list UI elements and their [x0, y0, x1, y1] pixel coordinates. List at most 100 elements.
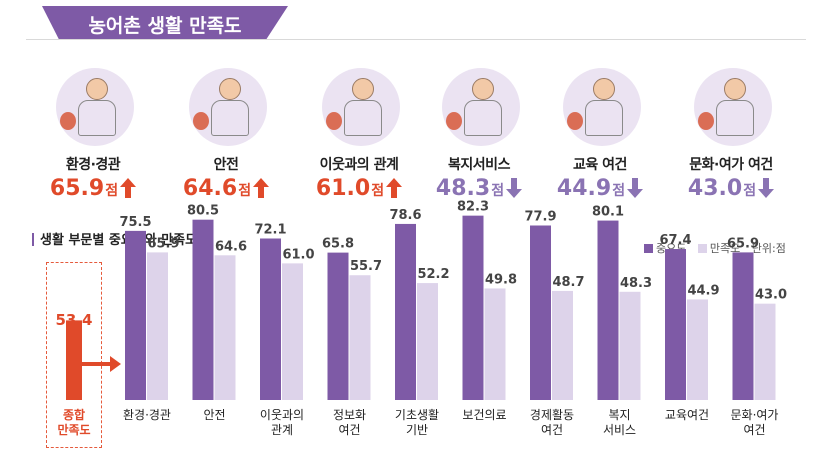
data-label-importance: 67.4 [659, 233, 691, 248]
illustration-figure-body [78, 100, 116, 136]
overall-arrow-icon [110, 356, 121, 372]
data-label-importance: 65.9 [727, 236, 759, 251]
category-label-line: 문화·여가 [730, 408, 779, 422]
data-label-importance: 77.9 [524, 210, 556, 225]
category-label-line: 관계 [270, 423, 294, 437]
parent-child-illustration [555, 64, 645, 154]
data-label-satisfaction: 64.6 [215, 239, 247, 254]
category-label-line: 교육여건 [664, 408, 710, 422]
bar-importance [597, 220, 619, 400]
category-label: 복지 서비스 [588, 408, 652, 438]
card-score: 61.0점 [299, 176, 419, 201]
category-label-line: 기반 [405, 423, 429, 437]
category-label-line: 안전 [203, 408, 226, 422]
arrow-down-icon [758, 178, 775, 198]
card-label: 복지서비스 [448, 157, 510, 173]
overall-label: 종합 만족도 [46, 408, 102, 438]
highlight-card: 복지서비스 48.3점 [419, 64, 539, 201]
arrow-up-icon [386, 178, 403, 198]
card-score-unit: 점 [105, 183, 119, 199]
illustration-figure-head [86, 78, 108, 100]
illustration-figure-body [211, 100, 249, 136]
bar-satisfaction [754, 303, 776, 400]
bar-satisfaction [484, 288, 506, 400]
card-label: 환경·경관 [65, 157, 121, 173]
overall-box [46, 262, 102, 448]
card-score-unit: 점 [743, 183, 757, 199]
illustration-prop [698, 112, 714, 130]
illustration-prop [193, 112, 209, 130]
illustration-figure-body [585, 100, 623, 136]
arrow-up-icon [253, 178, 270, 198]
category-label-line: 이웃과의 [259, 408, 305, 422]
illustration-prop [567, 112, 583, 130]
illustration-prop [446, 112, 462, 130]
data-label-importance: 80.5 [187, 204, 219, 219]
bar-importance [260, 238, 281, 400]
title-divider [26, 39, 806, 40]
data-label-satisfaction: 55.7 [350, 259, 382, 274]
card-label: 안전 [213, 157, 239, 173]
card-score-value: 44.9 [556, 176, 612, 201]
legend-swatch-importance [644, 244, 653, 253]
data-label-satisfaction: 65.9 [147, 236, 179, 251]
card-label: 교육 여건 [573, 157, 627, 173]
illustration-figure-body [716, 100, 754, 136]
overall-connector [82, 362, 112, 366]
overall-label-line1: 종합 [62, 408, 86, 422]
bar-satisfaction [687, 299, 708, 400]
overall-value: 53.4 [55, 311, 93, 329]
legend-satisfaction: 만족도 [709, 242, 741, 255]
card-label: 문화·여가 여건 [689, 157, 773, 173]
category-label: 환경·경관 [115, 408, 179, 423]
data-label-satisfaction: 52.2 [417, 267, 449, 282]
bar-importance [125, 230, 146, 400]
data-label-satisfaction: 61.0 [282, 247, 314, 262]
card-score-unit: 점 [491, 183, 505, 199]
woman-clapperboard-illustration [686, 64, 776, 154]
bar-satisfaction [417, 283, 438, 400]
data-label-importance: 65.8 [322, 237, 354, 252]
title-banner: 농어촌 생활 만족도 [42, 6, 288, 40]
card-score-value: 61.0 [315, 176, 371, 201]
card-score: 43.0점 [671, 176, 791, 201]
category-label-line: 정보화 [332, 408, 367, 422]
bar-satisfaction [552, 290, 573, 400]
section-title-text: 생활 부문별 중요도와 만족도 [40, 233, 198, 248]
data-label-satisfaction: 49.8 [485, 272, 517, 287]
card-score-unit: 점 [612, 183, 626, 199]
category-label: 정보화 여건 [318, 408, 382, 438]
category-label-line: 환경·경관 [123, 408, 171, 422]
data-label-satisfaction: 43.0 [755, 288, 787, 303]
data-label-importance: 72.1 [254, 222, 286, 237]
overall-label-line2: 만족도 [57, 423, 91, 437]
legend-swatch-satisfaction [697, 244, 707, 253]
category-label: 기초생활 기반 [385, 408, 449, 438]
category-label: 경제활동 여건 [520, 408, 584, 438]
category-label: 교육여건 [655, 408, 719, 423]
card-score-value: 48.3 [435, 176, 491, 201]
category-label-line: 기초생활 [394, 408, 440, 422]
category-label: 안전 [183, 408, 247, 423]
data-label-satisfaction: 44.9 [687, 283, 719, 298]
overall-bar [66, 320, 82, 400]
arrow-down-icon [506, 178, 523, 198]
bar-satisfaction [349, 275, 371, 400]
category-label: 보건의료 [453, 408, 517, 423]
data-label-importance: 80.1 [592, 205, 624, 220]
category-label-line: 보건의료 [462, 408, 507, 422]
farmer-harvest-illustration [48, 64, 138, 154]
illustration-prop [326, 112, 342, 130]
data-label-importance: 78.6 [389, 208, 421, 223]
bar-importance [192, 219, 214, 400]
category-label-line: 복지 [608, 408, 631, 422]
card-score-unit: 점 [238, 183, 252, 199]
illustration-figure-head [593, 78, 615, 100]
page-title: 농어촌 생활 만족도 [88, 15, 242, 37]
illustration-figure-head [724, 78, 746, 100]
section-marker [32, 233, 34, 246]
bar-importance [530, 225, 551, 400]
illustration-figure-body [344, 100, 382, 136]
category-label-line: 여건 [743, 423, 766, 437]
